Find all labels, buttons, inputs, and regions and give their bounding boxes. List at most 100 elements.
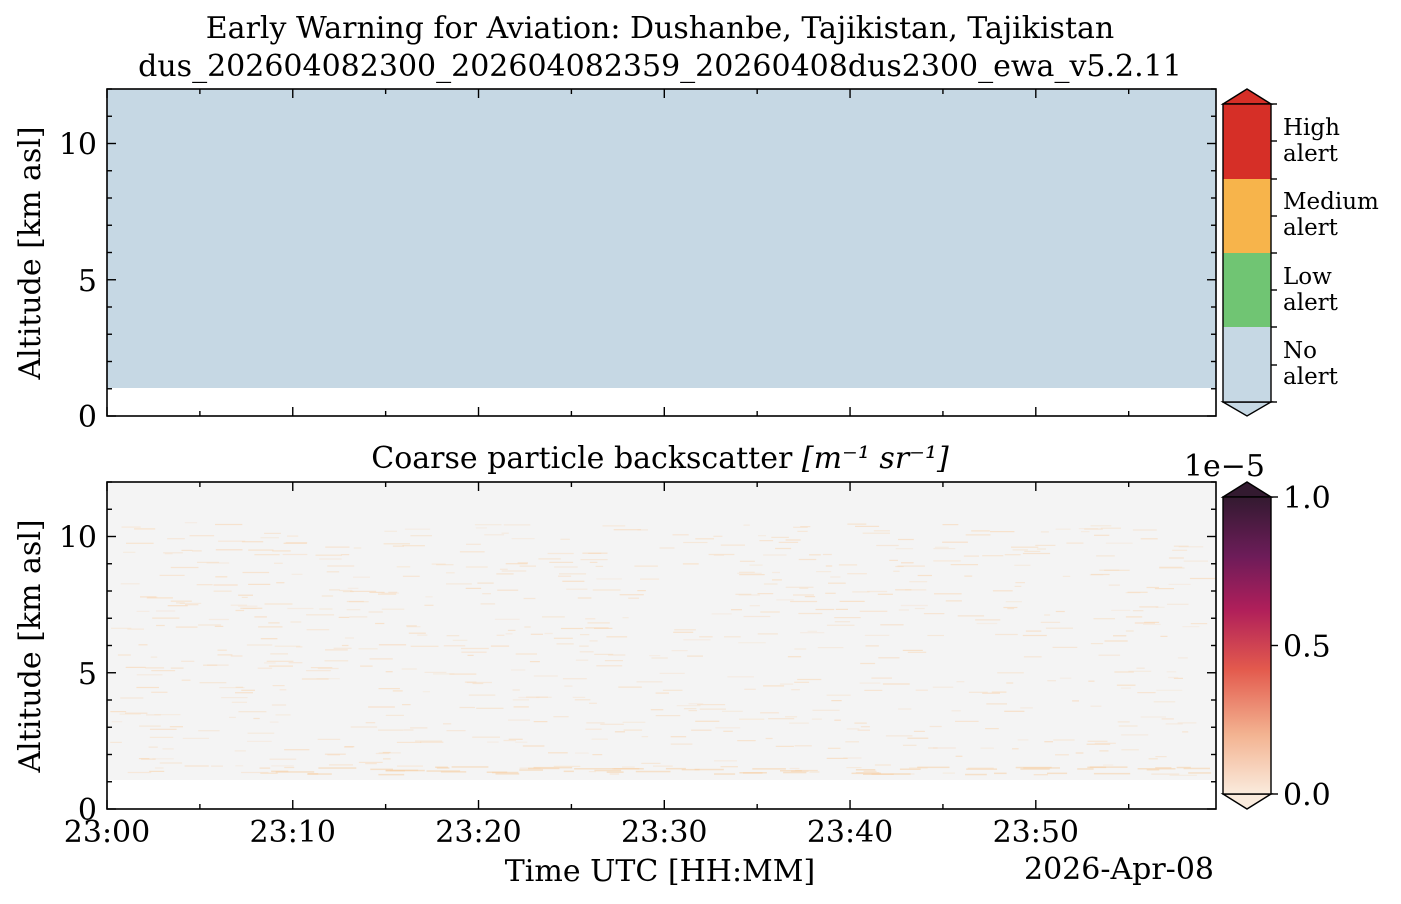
speckle (641, 736, 649, 738)
speckle (487, 741, 499, 743)
speckle (123, 551, 136, 553)
speckle (828, 582, 846, 584)
speckle (259, 767, 271, 769)
date-label: 2026-Apr-08 (1024, 852, 1214, 887)
speckle (852, 591, 870, 593)
alert-label-high-2: alert (1283, 141, 1339, 167)
speckle (765, 737, 773, 740)
speckle (990, 531, 1015, 533)
speckle (566, 588, 588, 590)
speckle (1136, 667, 1145, 669)
speckle (804, 596, 816, 598)
speckle (511, 669, 526, 671)
speckle (1155, 606, 1165, 608)
speckle (315, 554, 342, 556)
speckle (197, 561, 220, 563)
speckle (254, 554, 280, 556)
speckle (1004, 710, 1025, 712)
xtick-label-2330: 23:30 (621, 815, 707, 850)
speckle (927, 634, 944, 637)
speckle (468, 694, 496, 696)
speckle (760, 712, 779, 714)
speckle (942, 541, 968, 543)
speckle (907, 651, 927, 653)
speckle (579, 651, 594, 653)
speckle (324, 753, 346, 755)
speckle (1024, 550, 1041, 552)
speckle (1081, 531, 1090, 533)
speckle (461, 651, 487, 653)
speckle (553, 716, 569, 718)
speckle (614, 731, 625, 733)
speckle (889, 559, 898, 561)
speckle (1094, 534, 1110, 536)
speckle (490, 645, 510, 647)
alert-plot-frame (106, 88, 1217, 417)
speckle (385, 671, 393, 673)
speckle (169, 726, 183, 728)
speckle (111, 721, 123, 723)
speckle (1100, 527, 1121, 529)
speckle (1168, 676, 1179, 679)
speckle (909, 581, 928, 583)
speckle (562, 678, 587, 680)
speckle (247, 740, 272, 742)
speckle (275, 771, 315, 773)
speckle (230, 655, 243, 657)
speckle (402, 575, 420, 577)
speckle (382, 751, 391, 754)
alert-label-medium-1: Medium (1283, 189, 1379, 215)
speckle (1006, 682, 1014, 684)
speckle (1044, 741, 1053, 743)
speckle (928, 747, 938, 749)
speckle (415, 740, 443, 742)
speckle (965, 534, 991, 536)
speckle (964, 575, 973, 577)
speckle (260, 772, 278, 774)
speckle (683, 541, 708, 544)
speckle (865, 645, 879, 647)
speckle (181, 660, 195, 662)
speckle (480, 603, 496, 605)
speckle (847, 523, 867, 525)
speckle (505, 633, 513, 635)
speckle (1188, 772, 1212, 774)
speckle (982, 692, 1000, 694)
speckle (783, 771, 807, 774)
speckle (476, 707, 504, 709)
speckle (208, 618, 229, 621)
speckle (596, 578, 622, 580)
speckle (1022, 634, 1047, 637)
speckle (1160, 635, 1168, 637)
speckle (408, 632, 426, 634)
speckle (1055, 754, 1069, 756)
speckle (159, 574, 185, 576)
speckle (375, 622, 385, 625)
speckle (533, 721, 548, 723)
speckle (1134, 622, 1155, 624)
backscatter-title: Coarse particle backscatter [m⁻¹ sr⁻¹] (371, 441, 949, 476)
speckle (649, 655, 661, 657)
xtick-label-2310: 23:10 (250, 815, 336, 850)
speckle (271, 765, 294, 767)
speckle (378, 688, 400, 690)
speckle (1047, 680, 1056, 682)
speckle (934, 593, 962, 595)
alert-colorbar-top-extension (1220, 88, 1274, 105)
speckle (446, 572, 455, 574)
speckle (637, 590, 646, 592)
speckle (301, 678, 329, 680)
speckle (895, 548, 914, 550)
speckle (1173, 545, 1189, 547)
backscatter-ytick-label-0: 0 (78, 793, 97, 828)
speckle (834, 617, 861, 619)
speckle (682, 563, 699, 565)
speckle (307, 773, 319, 775)
speckle (1117, 721, 1130, 723)
speckle (271, 704, 287, 706)
speckle (613, 768, 640, 770)
speckle (1091, 573, 1110, 576)
speckle (789, 722, 809, 724)
speckle (496, 573, 514, 575)
speckle (1086, 743, 1111, 745)
